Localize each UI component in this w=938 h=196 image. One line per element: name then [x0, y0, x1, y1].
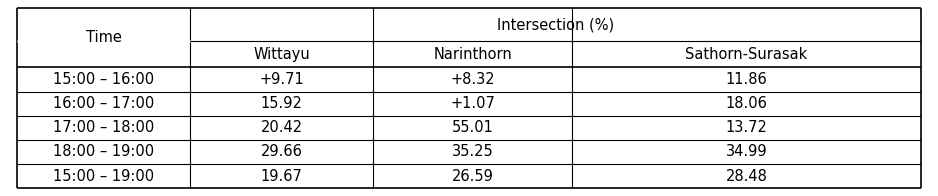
Text: 19.67: 19.67: [261, 169, 303, 184]
Text: 15.92: 15.92: [261, 96, 303, 111]
Text: 55.01: 55.01: [452, 120, 493, 135]
Text: +9.71: +9.71: [260, 72, 304, 87]
Text: Narinthorn: Narinthorn: [433, 47, 512, 62]
Text: +8.32: +8.32: [450, 72, 495, 87]
Text: 29.66: 29.66: [261, 144, 303, 159]
Text: 18:00 – 19:00: 18:00 – 19:00: [53, 144, 154, 159]
Text: 18.06: 18.06: [726, 96, 767, 111]
Text: 17:00 – 18:00: 17:00 – 18:00: [53, 120, 155, 135]
Text: Sathorn-Surasak: Sathorn-Surasak: [686, 47, 808, 62]
Text: 13.72: 13.72: [726, 120, 767, 135]
Text: 34.99: 34.99: [726, 144, 767, 159]
Text: 11.86: 11.86: [726, 72, 767, 87]
Text: 28.48: 28.48: [726, 169, 767, 184]
Text: 20.42: 20.42: [261, 120, 303, 135]
Text: 35.25: 35.25: [452, 144, 493, 159]
Text: Time: Time: [85, 30, 122, 45]
Text: 15:00 – 16:00: 15:00 – 16:00: [53, 72, 154, 87]
Text: Wittayu: Wittayu: [253, 47, 310, 62]
Text: Intersection (%): Intersection (%): [497, 17, 614, 32]
Text: 15:00 – 19:00: 15:00 – 19:00: [53, 169, 154, 184]
Text: 26.59: 26.59: [452, 169, 493, 184]
Text: 16:00 – 17:00: 16:00 – 17:00: [53, 96, 155, 111]
Text: +1.07: +1.07: [450, 96, 495, 111]
